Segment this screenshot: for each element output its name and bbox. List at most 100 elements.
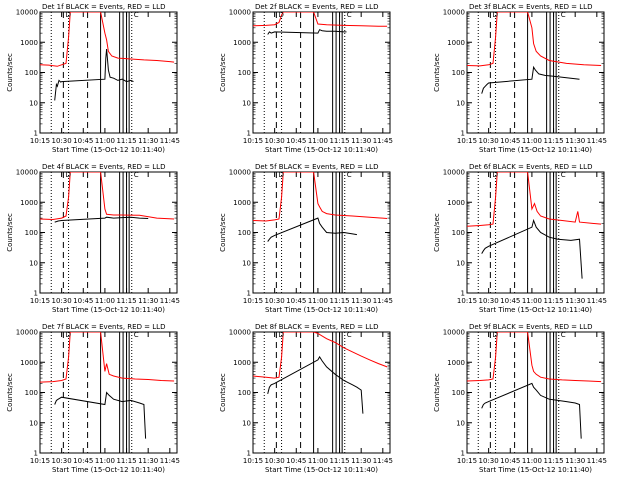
plot-frame [39, 331, 178, 454]
x-axis-label: Start Time (15-Oct-12 10:11:40) [52, 466, 165, 474]
series-events-line [54, 48, 134, 101]
y-tick-label: 1 [247, 290, 251, 298]
x-tick-label: 10:45 [73, 297, 93, 305]
flag-label: C [134, 331, 139, 339]
y-tick-label: 1000 [20, 359, 38, 367]
x-tick-label: 11:45 [587, 137, 607, 145]
x-tick-label: 10:45 [286, 457, 306, 465]
panel-title: Det 2f BLACK = Events, RED = LLD [255, 3, 378, 11]
x-tick-label: 11:15 [329, 457, 349, 465]
x-axis-label: Start Time (15-Oct-12 10:11:40) [52, 306, 165, 314]
flag-label: C [134, 171, 139, 179]
x-axis-label: Start Time (15-Oct-12 10:11:40) [479, 466, 592, 474]
x-tick-label: 11:30 [138, 137, 158, 145]
y-tick-label: 1000 [233, 359, 251, 367]
x-tick-label: 11:45 [160, 137, 180, 145]
y-tick-label: 1 [34, 290, 38, 298]
x-axis-label: Start Time (15-Oct-12 10:11:40) [265, 466, 378, 474]
x-tick-label: 11:15 [543, 137, 563, 145]
plot-frame [252, 331, 391, 454]
y-tick-label: 1000 [20, 199, 38, 207]
flag-label: C [347, 11, 352, 19]
x-tick-label: 11:15 [116, 137, 136, 145]
y-tick-label: 1000 [20, 39, 38, 47]
y-tick-label: 100 [452, 69, 465, 77]
x-tick-label: 11:00 [95, 297, 115, 305]
series-lld-line [253, 332, 388, 379]
x-tick-label: 11:00 [522, 297, 542, 305]
x-tick-label: 10:30 [52, 457, 72, 465]
x-tick-label: 10:15 [243, 137, 263, 145]
series-lld-line [40, 12, 175, 67]
x-tick-label: 11:00 [308, 137, 328, 145]
x-tick-label: 11:45 [160, 297, 180, 305]
x-axis-label: Start Time (15-Oct-12 10:11:40) [265, 146, 378, 154]
y-tick-label: 10 [29, 259, 38, 267]
flag-label: D [66, 331, 71, 339]
x-tick-label: 11:45 [587, 297, 607, 305]
x-tick-label: 11:30 [351, 297, 371, 305]
y-tick-label: 10000 [229, 169, 251, 177]
y-tick-label: 100 [238, 229, 251, 237]
x-tick-label: 10:45 [286, 137, 306, 145]
y-tick-label: 10000 [16, 9, 38, 17]
flag-label: C [561, 331, 566, 339]
panel-det-1: Det 1f BLACK = Events, RED = LLD 1 10 100 10… [6, 3, 180, 154]
y-axis-label: Counts/sec [433, 373, 441, 412]
y-tick-label: 1 [247, 450, 251, 458]
plot-area [253, 332, 388, 453]
x-tick-label: 11:15 [116, 297, 136, 305]
x-tick-label: 11:00 [308, 297, 328, 305]
plot-area [467, 332, 602, 453]
y-axis-label: Counts/sec [6, 213, 14, 252]
flag-label: D [493, 171, 498, 179]
panel-det-3: Det 3f BLACK = Events, RED = LLD 1 10 100 10… [433, 3, 607, 154]
plot-area [253, 172, 388, 293]
panel-title: Det 4f BLACK = Events, RED = LLD [42, 163, 165, 171]
series-lld-line [253, 12, 388, 27]
panel-title: Det 1f BLACK = Events, RED = LLD [42, 3, 165, 11]
flag-label: D [66, 171, 71, 179]
panel-det-7: Det 7f BLACK = Events, RED = LLD 1 10 100 10… [6, 323, 180, 474]
x-tick-label: 11:15 [543, 457, 563, 465]
x-tick-label: 11:30 [565, 137, 585, 145]
plot-frame [466, 331, 605, 454]
series-lld-line [40, 172, 175, 221]
y-axis-label: Counts/sec [433, 213, 441, 252]
series-lld-line [467, 332, 602, 383]
x-tick-label: 10:30 [479, 297, 499, 305]
y-tick-label: 100 [25, 229, 38, 237]
panel-title: Det 9f BLACK = Events, RED = LLD [469, 323, 592, 331]
plot-area [40, 12, 175, 133]
plot-area [467, 172, 602, 293]
x-tick-label: 10:15 [30, 297, 50, 305]
y-tick-label: 1 [34, 450, 38, 458]
series-lld-line [467, 12, 602, 67]
panel-title: Det 7f BLACK = Events, RED = LLD [42, 323, 165, 331]
flag-label: C [561, 171, 566, 179]
x-tick-label: 11:45 [373, 297, 393, 305]
panel-det-8: Det 8f BLACK = Events, RED = LLD 1 10 100 10… [219, 323, 393, 474]
flag-label: C [347, 171, 352, 179]
plot-frame [466, 171, 605, 294]
x-tick-label: 11:15 [329, 137, 349, 145]
panel-det-5: Det 5f BLACK = Events, RED = LLD 1 10 100 10… [219, 163, 393, 314]
y-tick-label: 100 [238, 69, 251, 77]
x-tick-label: 11:45 [373, 137, 393, 145]
x-tick-label: 10:15 [243, 297, 263, 305]
x-tick-label: 11:30 [138, 457, 158, 465]
flag-label: D [279, 331, 284, 339]
x-tick-label: 10:15 [457, 297, 477, 305]
y-tick-label: 10 [456, 99, 465, 107]
panel-det-9: Det 9f BLACK = Events, RED = LLD 1 10 100 10… [433, 323, 607, 474]
flag-label: D [279, 11, 284, 19]
series-events-line [54, 391, 147, 439]
x-tick-label: 11:30 [138, 297, 158, 305]
x-tick-label: 11:00 [522, 137, 542, 145]
y-tick-label: 100 [25, 389, 38, 397]
x-axis-label: Start Time (15-Oct-12 10:11:40) [479, 146, 592, 154]
y-tick-label: 1 [461, 450, 465, 458]
x-tick-label: 11:00 [95, 137, 115, 145]
y-tick-label: 10 [242, 99, 251, 107]
panel-title: Det 5f BLACK = Events, RED = LLD [255, 163, 378, 171]
